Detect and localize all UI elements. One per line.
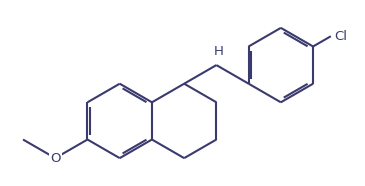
Text: O: O <box>50 152 61 165</box>
Text: Cl: Cl <box>334 30 347 43</box>
Text: H: H <box>213 45 223 58</box>
